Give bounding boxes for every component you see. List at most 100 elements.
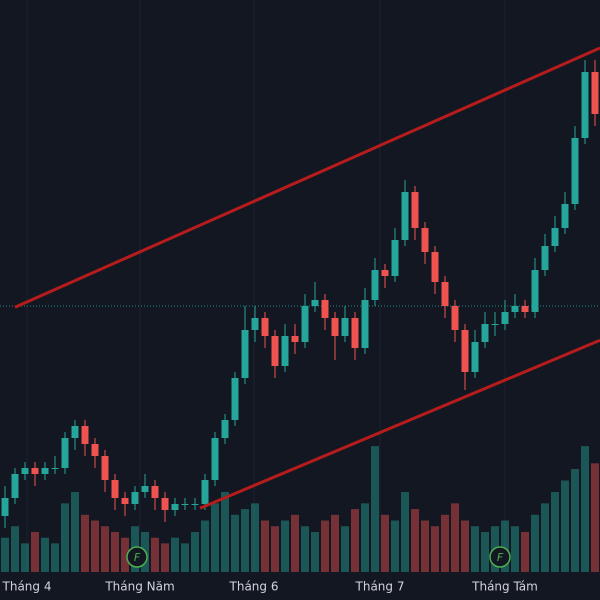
trend-line	[14, 46, 600, 309]
volume-bar	[371, 446, 379, 572]
volume-bar	[11, 526, 19, 572]
volume-bar	[471, 526, 479, 572]
candle-body	[391, 240, 399, 276]
candle-body	[201, 480, 209, 504]
volume-bar	[551, 491, 559, 572]
volume-bar	[321, 520, 329, 572]
candle-body	[111, 480, 119, 498]
volume-bar	[291, 514, 299, 572]
candle-body	[481, 324, 489, 342]
candle-body	[371, 270, 379, 300]
volume-bar	[481, 531, 489, 572]
candle-body	[541, 246, 549, 270]
volume-bar	[431, 526, 439, 572]
volume-bar	[351, 509, 359, 572]
candle-body	[241, 330, 249, 378]
volume-bar	[451, 503, 459, 572]
volume-bar	[101, 526, 109, 572]
volume-bar	[561, 480, 569, 572]
event-label: F	[497, 551, 504, 564]
volume-bar	[161, 543, 169, 572]
x-tick-label: Tháng Tám	[471, 580, 538, 594]
x-tick-label: Tháng 7	[355, 580, 405, 594]
volume-bar	[591, 463, 599, 572]
candle-body	[61, 438, 69, 468]
volume-bar	[241, 509, 249, 572]
volume-bar	[421, 520, 429, 572]
candle-body	[561, 204, 569, 228]
candle-body	[131, 492, 139, 504]
candle-body	[231, 378, 239, 420]
volume-bar	[51, 543, 59, 572]
volume-bar	[571, 469, 579, 572]
candle-body	[331, 318, 339, 336]
candle-body	[31, 468, 39, 474]
volume-bar	[401, 491, 409, 572]
candle-body	[271, 336, 279, 366]
volume-bar	[341, 526, 349, 572]
candle-body	[461, 330, 469, 372]
volume-bar	[1, 537, 9, 572]
volume-bar	[531, 514, 539, 572]
candle-body	[81, 426, 89, 444]
volume-bar	[41, 537, 49, 572]
candle-body	[91, 444, 99, 456]
x-tick-label: Tháng 4	[2, 580, 52, 594]
volume-bar	[281, 520, 289, 572]
candle-body	[121, 498, 129, 504]
candle-body	[471, 342, 479, 372]
candle-body	[281, 336, 289, 366]
candle-body	[171, 504, 179, 510]
candle-body	[311, 300, 319, 306]
candle-body	[531, 270, 539, 312]
candle-body	[321, 300, 329, 318]
volume-bar	[211, 503, 219, 572]
volume-bar	[151, 537, 159, 572]
candle-body	[71, 426, 79, 438]
candle-body	[571, 138, 579, 204]
volume-bar	[261, 520, 269, 572]
candle-body	[451, 306, 459, 330]
volume-bar	[521, 531, 529, 572]
candle-body	[251, 318, 259, 330]
volume-bar	[501, 520, 509, 572]
candle-body	[41, 468, 49, 474]
volume-bar	[91, 520, 99, 572]
volume-bar	[511, 526, 519, 572]
candle-body	[21, 468, 29, 474]
volume-bar	[361, 503, 369, 572]
candle-body	[191, 504, 199, 505]
candle-body	[1, 498, 9, 516]
candle-body	[361, 300, 369, 348]
event-marker	[126, 546, 148, 568]
candle-body	[261, 318, 269, 336]
volume-bar	[541, 503, 549, 572]
candle-body	[421, 228, 429, 252]
event-marker	[489, 546, 511, 568]
x-tick-label: Tháng 6	[229, 580, 279, 594]
volume-bar	[111, 531, 119, 572]
candle-body	[221, 420, 229, 438]
candle-body	[591, 72, 599, 114]
candle-body	[291, 336, 299, 342]
event-label: F	[134, 551, 141, 564]
candle-body	[101, 456, 109, 480]
volume-bar	[271, 526, 279, 572]
volume-bar	[381, 514, 389, 572]
volume-bar	[71, 491, 79, 572]
candle-body	[381, 270, 389, 276]
volume-bar	[121, 537, 129, 572]
candle-body	[411, 192, 419, 228]
volume-bar	[201, 520, 209, 572]
volume-bar	[251, 503, 259, 572]
candle-body	[341, 318, 349, 336]
volume-bar	[331, 514, 339, 572]
volume-bar	[231, 514, 239, 572]
volume-bar	[181, 543, 189, 572]
candle-body	[301, 306, 309, 342]
candle-body	[11, 474, 19, 498]
candle-body	[151, 486, 159, 498]
candle-body	[51, 468, 59, 469]
volume-bar	[61, 503, 69, 572]
